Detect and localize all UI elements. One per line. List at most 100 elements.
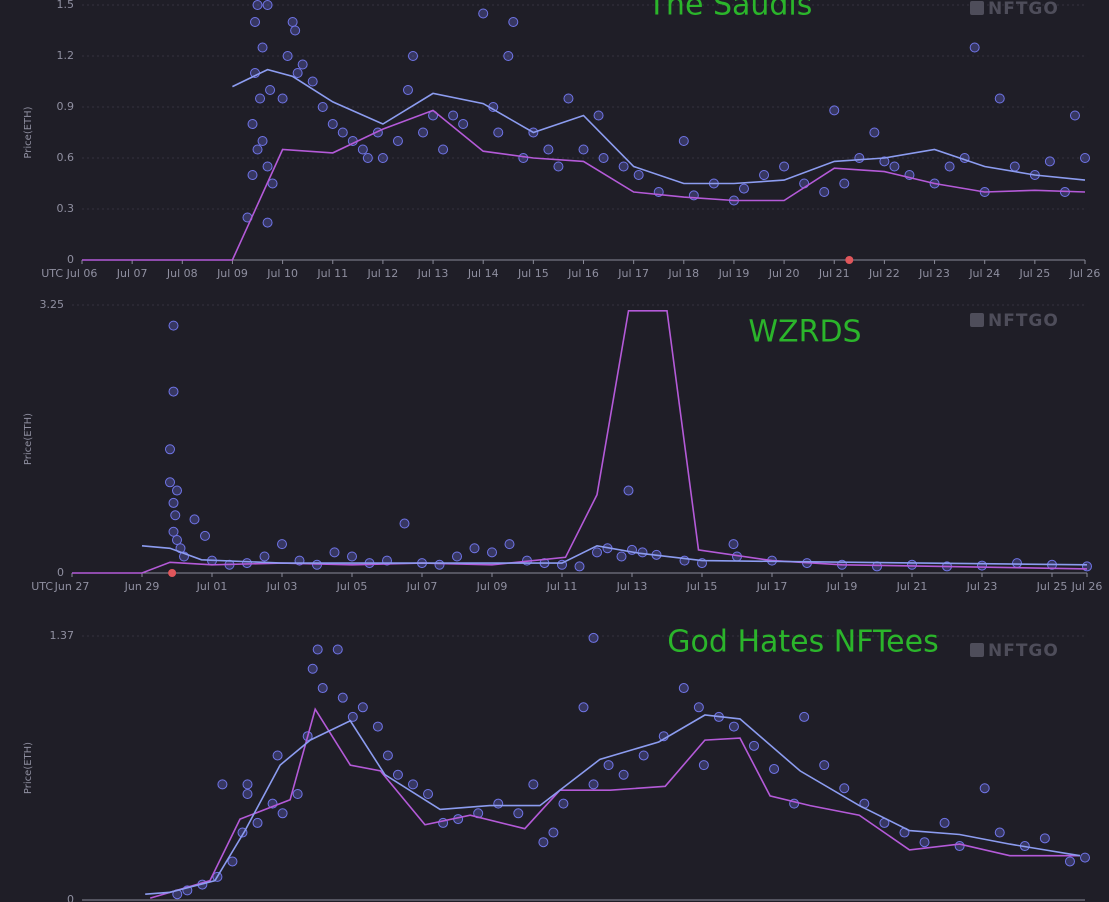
scatter-point (638, 750, 649, 761)
scatter-point (503, 51, 514, 61)
x-tick-label: Jul 10 (266, 267, 298, 280)
scatter-point (418, 127, 429, 138)
scatter-point (1069, 110, 1080, 121)
scatter-point (242, 789, 253, 800)
x-tick-label: Jun 29 (124, 580, 160, 593)
scatter-point (977, 560, 987, 571)
scatter-point (262, 161, 273, 172)
scatter-point (382, 750, 393, 761)
scatter-point (994, 93, 1005, 104)
chart-title: WZRDS (748, 315, 861, 350)
scatter-point (407, 51, 418, 61)
x-tick-label: Jul 15 (517, 267, 549, 280)
scatter-point (292, 68, 303, 78)
scatter-point (588, 779, 599, 790)
scatter-point (508, 17, 519, 27)
scatter-point (337, 692, 348, 703)
x-tick-label: Jul 19 (718, 267, 750, 280)
scatter-point (869, 127, 880, 138)
scatter-point (168, 497, 179, 508)
scatter-point (282, 51, 293, 61)
x-tick-label: Jul 24 (968, 267, 1000, 280)
scatter-point (262, 217, 273, 228)
line (72, 310, 1088, 574)
x-tick-label: Jul 07 (116, 267, 148, 280)
scatter-point (277, 93, 288, 104)
x-tick-label: Jul 12 (367, 267, 399, 280)
y-axis-label: Price(ETH) (23, 413, 34, 465)
watermark: NFTGO (988, 311, 1059, 331)
scatter-point (170, 510, 181, 521)
scatter-point (287, 17, 298, 27)
x-tick-label: Jul 11 (316, 267, 348, 280)
scatter-point (242, 779, 253, 790)
scatter-point (954, 841, 965, 852)
scatter-point (265, 85, 276, 95)
scatter-point (469, 543, 480, 554)
y-tick-label: 0.9 (57, 100, 75, 113)
scatter-point (1080, 153, 1090, 163)
scatter-point (779, 161, 790, 172)
scatter-point (217, 779, 228, 790)
scatter-point (819, 760, 830, 771)
scatter-point (553, 161, 564, 172)
x-tick-label: Jul 16 (567, 267, 599, 280)
scatter-point (407, 779, 418, 790)
scatter-point (1044, 156, 1055, 167)
scatter-point (593, 110, 604, 121)
scatter-point (879, 156, 890, 167)
scatter-point (357, 702, 368, 713)
scatter-point (819, 187, 830, 197)
scatter-point (227, 856, 238, 867)
scatter-point (1039, 833, 1050, 844)
scatter-point (438, 144, 449, 155)
scatter-point (399, 518, 410, 529)
scatter-point (272, 750, 283, 761)
x-tick-label: Jul 22 (868, 267, 900, 280)
scatter-point (994, 827, 1005, 838)
x-tick-label: Jul 07 (406, 580, 438, 593)
y-axis-label: Price(ETH) (23, 742, 34, 794)
scatter-point (277, 808, 288, 819)
x-tick-label: Jul 18 (667, 267, 699, 280)
timezone-label: UTC (41, 267, 63, 280)
scatter-point (168, 386, 179, 397)
scatter-point (698, 760, 709, 771)
x-tick-label: Jul 17 (617, 267, 649, 280)
scatter-point (548, 827, 559, 838)
scatter-point (332, 644, 343, 655)
chart-panel: 0 1.37 Price(ETH) NFTGO God Hates NFTees (23, 625, 1090, 902)
timezone-label: UTC (31, 580, 53, 593)
chart-title: The Saudis (647, 0, 813, 23)
x-tick-label: Jul 23 (918, 267, 950, 280)
scatter-point (247, 170, 258, 180)
scatter-point (247, 119, 258, 129)
x-tick-label: Jul 17 (756, 580, 788, 593)
scatter-point (307, 663, 318, 674)
scatter-point (616, 551, 627, 562)
y-axis-label: Price(ETH) (23, 106, 34, 158)
scatter-point (252, 0, 263, 10)
y-tick-label: 3.25 (40, 298, 65, 311)
scatter-point (678, 683, 689, 694)
scatter-point (543, 144, 554, 155)
y-tick-label: 1.5 (57, 0, 75, 11)
x-tick-label: Jul 26 (1071, 580, 1103, 593)
x-tick-label: Jul 19 (826, 580, 858, 593)
x-tick-label: Jul 13 (417, 267, 449, 280)
scatter-point (259, 551, 270, 562)
x-tick-label: Jul 01 (196, 580, 228, 593)
scatter-point (693, 702, 704, 713)
scatter-point (165, 477, 175, 488)
scatter-point (377, 153, 388, 163)
scatter-point (623, 485, 634, 496)
scatter-point (168, 526, 179, 537)
scatter-point (317, 102, 328, 112)
scatter-point (307, 76, 318, 87)
x-tick-label: Jul 11 (546, 580, 578, 593)
x-tick-label: Jul 13 (616, 580, 648, 593)
x-tick-label: Jul 23 (966, 580, 998, 593)
scatter-point (392, 769, 403, 780)
scatter-point (513, 808, 524, 819)
